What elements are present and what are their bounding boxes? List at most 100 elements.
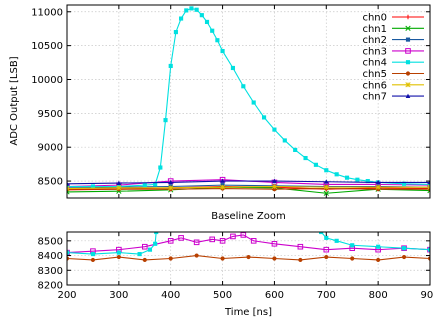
data-point-chn4 [344,175,350,180]
data-point-chn4 [303,155,308,161]
series-line-chn1 [67,186,430,194]
data-point-chn3 [230,233,236,240]
data-point-chn4 [324,235,329,240]
data-point-chn6 [271,183,278,190]
x-tick-label: 600 [265,290,284,301]
series-line-chn4 [67,232,430,255]
legend-label-chn3: chn3 [362,46,387,57]
data-point-chn4 [116,250,121,255]
data-point-chn4 [90,184,95,189]
data-point-chn4 [168,63,173,69]
data-point-chn7 [67,181,70,186]
data-point-chn3 [178,235,184,241]
x-tick-label: 300 [109,290,128,301]
legend-marker-chn7 [405,93,411,98]
y-tick-label: 8500 [38,236,63,247]
data-point-chn6 [168,185,174,191]
data-point-chn6 [116,185,122,191]
data-point-chn4 [154,232,159,235]
baseline-zoom-plot: 8200 8300 8400 8500 200 300 400 500 600 700 800 900… [38,211,433,318]
data-point-chn5 [427,256,430,261]
data-point-chn3 [323,246,330,253]
data-point-chn3 [193,239,200,246]
legend-label-chn7: chn7 [362,92,387,103]
zoom-title: Baseline Zoom [211,211,285,222]
legend-label-chn0: chn0 [362,13,387,24]
data-point-chn5 [272,256,277,261]
plot-frame [66,231,431,286]
legend-marker-chn1 [405,25,411,31]
data-point-chn4 [67,250,70,255]
x-tick-label: 900 [420,290,433,301]
data-point-chn4 [153,182,158,187]
legend-marker-chn4 [405,60,411,65]
data-point-chn5 [402,254,407,260]
data-point-chn5 [142,257,147,263]
x-tick-label: 200 [57,290,76,301]
legend-marker-chn6 [405,82,411,88]
data-point-chn4 [402,246,407,251]
data-point-chn5 [324,254,329,260]
data-point-chn4 [163,118,168,123]
data-point-chn7 [220,178,225,183]
data-point-chn5 [376,257,381,263]
legend-marker-chn5 [405,71,411,76]
y-tick-label: 11000 [31,7,63,18]
data-point-chn7 [168,179,174,185]
data-point-chn3 [141,243,148,250]
y-tick-label: 8200 [38,281,63,292]
series-line-chn5 [67,187,430,190]
data-point-chn4 [282,138,287,143]
legend-label-chn5: chn5 [362,69,387,80]
data-point-chn4 [402,181,407,186]
data-point-chn4 [184,8,189,13]
data-point-chn4 [334,172,339,177]
plot-frame [66,4,431,199]
series-line-chn3 [67,234,430,254]
data-point-chn4 [427,247,430,252]
x-tick-label: 800 [369,290,388,301]
data-point-chn5 [168,256,173,261]
data-point-chn5 [246,254,251,260]
y-tick-label: 8300 [38,266,63,277]
data-point-chn5 [350,256,355,261]
data-point-chn4 [355,177,360,182]
y-tick-label: 8500 [38,177,63,188]
series-line-chn6 [67,185,430,190]
data-point-chn6 [219,184,226,190]
data-point-chn4 [142,183,147,188]
data-point-chn4 [194,7,199,12]
data-point-chn4 [189,6,194,11]
data-point-chn6 [323,184,329,190]
data-point-chn5 [272,187,277,192]
data-point-chn4 [427,182,430,187]
x-axis-label: Time [ns] [224,307,272,318]
x-tick-label: 500 [213,290,232,301]
data-point-chn4 [199,13,204,18]
legend-label-chn1: chn1 [362,24,387,35]
data-point-chn3 [219,238,226,244]
data-point-chn3 [250,238,257,244]
data-point-chn4 [251,100,256,105]
data-point-chn4 [204,19,210,24]
legend-marker-chn2 [405,37,411,42]
data-point-chn4 [67,184,70,189]
y-tick-label: 9500 [38,109,63,120]
data-point-chn4 [210,28,215,33]
data-point-chn3 [271,240,278,247]
data-point-chn4 [324,168,329,173]
legend-marker-chn3 [405,48,411,54]
data-point-chn7 [375,179,381,185]
data-point-chn4 [293,147,298,152]
data-point-chn4 [90,252,95,257]
data-point-chn5 [298,257,303,263]
data-point-chn4 [179,16,184,21]
data-point-chn1 [323,190,329,196]
data-point-chn3 [167,238,174,244]
data-point-chn4 [350,243,355,248]
series-line-chn7 [67,180,430,185]
series-group [67,232,430,263]
data-point-chn6 [375,184,381,190]
